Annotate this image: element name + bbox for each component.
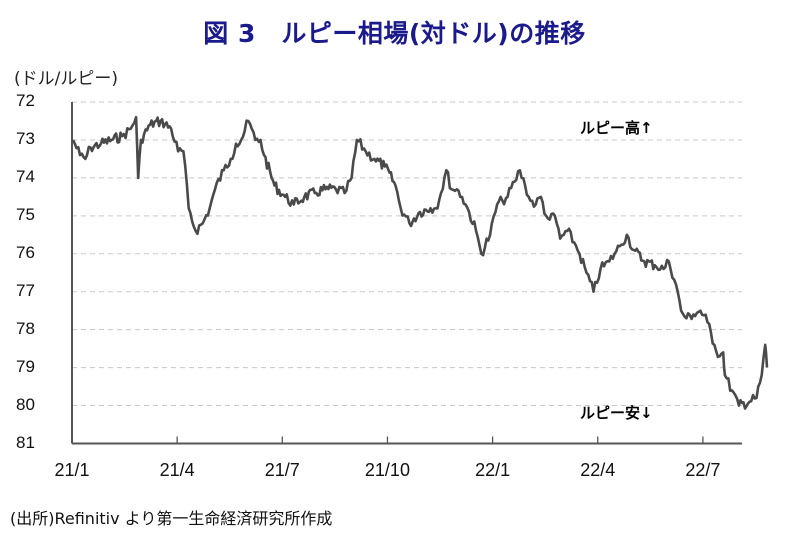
source-note: (出所)Refinitiv より第一生命経済研究所作成 <box>10 509 333 528</box>
x-tick-label: 21/4 <box>159 460 195 480</box>
x-tick-label: 21/10 <box>364 460 410 480</box>
gridlines <box>72 101 742 407</box>
y-tick-label: 72 <box>16 91 35 110</box>
x-tick-label: 22/7 <box>685 460 721 480</box>
y-tick-label: 77 <box>16 280 35 300</box>
y-tick-label: 76 <box>16 242 35 262</box>
y-tick-label: 80 <box>16 394 35 414</box>
y-tick-label: 78 <box>16 318 35 338</box>
usd-inr-line <box>71 115 769 410</box>
y-tick-label: 79 <box>16 356 35 376</box>
y-tick-label: 81 <box>16 432 35 452</box>
annotation-rupee-weak: ルピー安↓ <box>580 404 653 422</box>
y-tick-label: 73 <box>16 128 35 148</box>
y-axis-unit-label: (ドル/ルピー) <box>14 69 118 89</box>
x-tick-label: 22/1 <box>475 460 511 480</box>
x-tick-label: 21/7 <box>264 460 300 480</box>
y-tick-label: 75 <box>16 204 35 224</box>
axes <box>71 102 742 445</box>
chart-title: 図 3 ルピー相場(対ドル)の推移 <box>203 19 586 48</box>
x-tick-label: 21/1 <box>54 460 90 480</box>
x-tick-label: 22/4 <box>580 460 616 480</box>
y-tick-label: 74 <box>16 166 35 186</box>
annotation-rupee-strong: ルピー高↑ <box>580 119 653 137</box>
